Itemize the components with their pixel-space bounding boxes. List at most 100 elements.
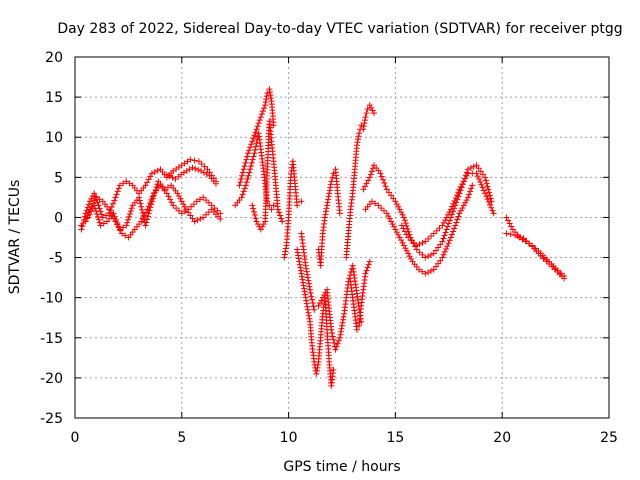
data-point	[94, 213, 101, 220]
data-point	[336, 210, 343, 217]
data-point	[187, 212, 194, 219]
data-point	[113, 216, 120, 223]
data-point	[173, 205, 180, 212]
data-point	[127, 208, 134, 215]
data-point	[252, 129, 259, 136]
data-point	[430, 250, 437, 257]
data-point	[451, 225, 458, 232]
data-point	[455, 189, 462, 196]
data-point	[383, 210, 390, 217]
data-point	[466, 191, 473, 198]
data-point	[482, 190, 489, 197]
data-point	[279, 218, 286, 225]
data-point	[192, 165, 199, 172]
data-point	[262, 102, 269, 109]
data-point	[249, 138, 256, 145]
data-point	[239, 169, 246, 176]
data-point	[456, 186, 463, 193]
data-point	[400, 214, 407, 221]
data-point	[430, 230, 437, 237]
data-point	[393, 201, 400, 208]
data-point	[446, 209, 453, 216]
data-point	[261, 105, 268, 112]
data-point	[282, 248, 289, 255]
data-point	[441, 232, 448, 239]
data-point	[425, 235, 432, 242]
data-point	[326, 190, 333, 197]
data-point	[362, 270, 369, 277]
data-point	[114, 188, 121, 195]
data-point	[400, 242, 407, 249]
data-point	[214, 207, 221, 214]
data-point	[449, 231, 456, 238]
data-point	[240, 188, 247, 195]
x-tick-label: 0	[71, 430, 80, 446]
data-point	[381, 179, 388, 186]
data-point	[465, 194, 472, 201]
data-point	[298, 198, 305, 205]
data-point	[147, 204, 154, 211]
data-point	[298, 273, 305, 280]
data-point	[203, 197, 210, 204]
data-point	[248, 141, 255, 148]
data-point	[338, 325, 345, 332]
data-point	[454, 216, 461, 223]
data-point	[354, 139, 361, 146]
data-point	[444, 223, 451, 230]
data-point	[415, 266, 422, 273]
data-point	[445, 211, 452, 218]
data-point	[508, 223, 515, 230]
data-point	[367, 171, 374, 178]
data-point	[149, 195, 156, 202]
data-point	[398, 237, 405, 244]
data-point	[195, 158, 202, 165]
data-point	[167, 196, 174, 203]
x-tick-label: 15	[386, 430, 404, 446]
data-point	[306, 315, 313, 322]
data-point	[180, 201, 187, 208]
data-point	[332, 346, 339, 353]
data-point	[97, 222, 104, 229]
data-point	[486, 201, 493, 208]
data-point	[128, 205, 135, 212]
data-point	[371, 110, 378, 117]
data-point	[337, 331, 344, 338]
data-point	[211, 205, 218, 212]
data-point	[422, 238, 429, 245]
data-point	[386, 215, 393, 222]
data-point	[396, 234, 403, 241]
data-point	[84, 214, 91, 221]
data-point	[303, 265, 310, 272]
data-point	[83, 215, 90, 222]
data-point	[189, 164, 196, 171]
data-point	[281, 251, 288, 258]
data-point	[267, 95, 274, 102]
data-point	[106, 206, 113, 213]
data-point	[443, 245, 450, 252]
data-point	[339, 322, 345, 329]
data-point	[416, 249, 423, 256]
data-point	[298, 270, 305, 277]
data-point	[254, 123, 261, 130]
data-point	[392, 226, 399, 233]
data-point	[487, 195, 494, 202]
data-point	[240, 166, 247, 173]
data-point	[296, 258, 303, 265]
data-point	[459, 181, 466, 188]
data-point	[441, 248, 448, 255]
data-point	[303, 300, 310, 307]
data-point	[457, 183, 464, 190]
data-point	[246, 169, 253, 176]
data-point	[242, 182, 249, 189]
data-point	[324, 199, 331, 206]
data-point	[247, 166, 254, 173]
data-point	[174, 190, 181, 197]
data-point	[378, 205, 385, 212]
data-point	[314, 361, 321, 368]
data-point	[308, 293, 315, 300]
data-point	[297, 264, 304, 271]
data-point	[381, 207, 388, 214]
data-point	[299, 276, 306, 283]
y-tick-label: -25	[40, 411, 63, 427]
data-point	[92, 193, 99, 200]
